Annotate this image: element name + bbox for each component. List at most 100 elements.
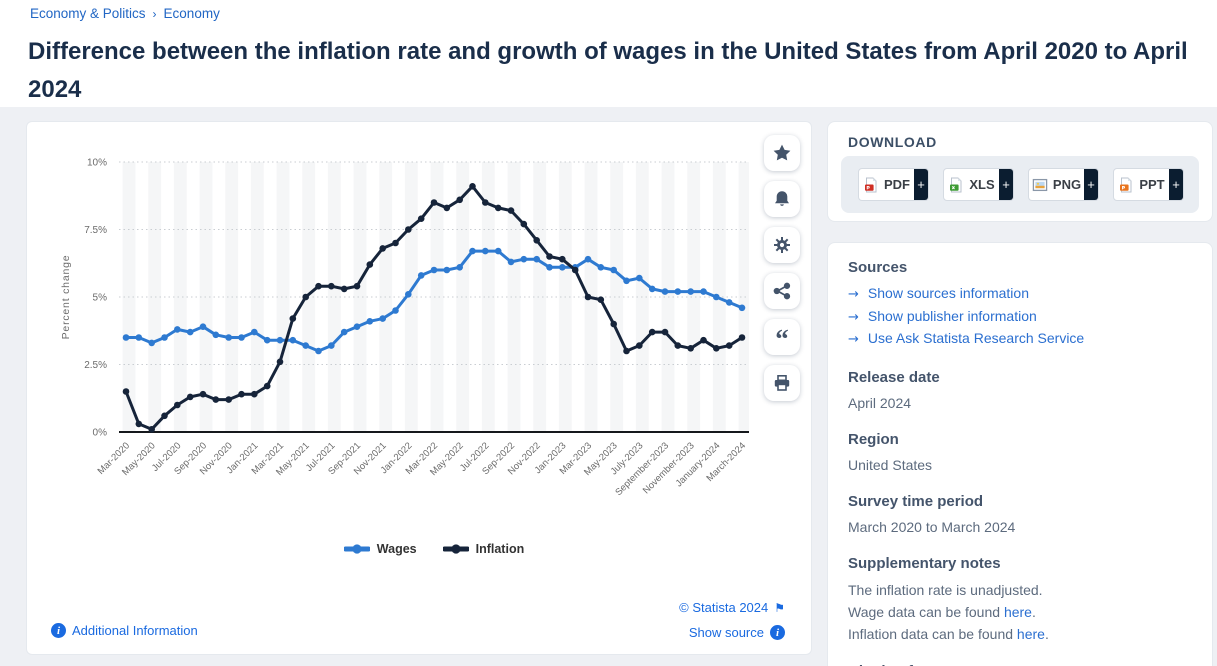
release-date-value: April 2024: [848, 394, 912, 411]
inflation-point: [546, 253, 553, 260]
wages-point: [251, 328, 258, 336]
wage-data-here-link[interactable]: here: [1003, 603, 1032, 620]
legend-label: Inflation: [475, 542, 525, 556]
wages-point: [520, 255, 528, 263]
show-source-link[interactable]: Show source i: [689, 625, 785, 640]
share-button[interactable]: [764, 273, 800, 309]
download-pdf-button[interactable]: PDF +: [858, 168, 929, 201]
inflation-point: [186, 393, 194, 401]
download-heading: DOWNLOAD: [848, 134, 937, 150]
flag-icon: ⚑: [774, 600, 785, 615]
breadcrumb-item-economy-politics[interactable]: Economy & Politics: [30, 6, 146, 21]
inflation-point: [430, 199, 438, 206]
legend-item-wages[interactable]: Wages: [343, 542, 417, 556]
wages-point: [199, 323, 207, 330]
notifications-bell-icon: [775, 191, 789, 206]
inflation-point: [174, 401, 181, 409]
inflation-point: [597, 296, 605, 303]
legend-item-inflation[interactable]: Inflation: [442, 542, 525, 556]
download-pdf-label: PDF: [859, 169, 914, 200]
download-png-label: PNG: [1029, 169, 1084, 200]
show-source-label: Show source: [688, 625, 764, 640]
wages-point: [353, 323, 361, 330]
wages-point: [366, 318, 374, 325]
download-png-button[interactable]: PNG +: [1028, 168, 1099, 201]
sources-link-use-ask-statista-research-service[interactable]: → Use Ask Statista Research Service: [848, 328, 1192, 351]
download-png-plus-button[interactable]: +: [1084, 169, 1098, 200]
wages-point: [546, 264, 553, 271]
inflation-point: [251, 390, 258, 398]
inflation-point: [687, 345, 694, 352]
download-xls-button[interactable]: XLS +: [943, 168, 1014, 201]
inflation-point: [276, 358, 284, 366]
inflation-point: [302, 293, 310, 301]
y-axis-label: 2.5%: [84, 360, 107, 371]
arrow-right-icon: →: [848, 332, 859, 347]
details-card: Sources → Show sources information → Show p…: [827, 242, 1213, 666]
sources-link-label: Use Ask Statista Research Service: [867, 330, 1085, 346]
inflation-point: [610, 320, 617, 328]
chart-toolbar: “: [764, 135, 800, 401]
download-ppt-button[interactable]: PPT +: [1113, 168, 1184, 201]
favorite-star-button[interactable]: [764, 135, 800, 171]
inflation-point: [161, 412, 168, 420]
arrow-right-icon: →: [848, 309, 859, 325]
wages-point: [456, 264, 464, 271]
inflation-point: [456, 196, 464, 204]
cite-quote-button[interactable]: “: [764, 319, 800, 355]
download-xls-plus-button[interactable]: +: [999, 169, 1013, 200]
inflation-series: [122, 183, 746, 433]
inflation-point: [725, 342, 733, 349]
inflation-point: [507, 207, 515, 214]
pdf-file-icon: [865, 177, 877, 192]
download-card: DOWNLOAD PDF + XLS + PNG + PPT +: [827, 121, 1213, 222]
wages-point: [148, 339, 155, 347]
survey-period-value: March 2020 to March 2024: [848, 518, 1016, 535]
wages-point: [584, 255, 592, 263]
info-icon: i: [770, 625, 785, 640]
inflation-point: [328, 282, 335, 290]
region-value: United States: [848, 456, 933, 473]
additional-information-link[interactable]: i Additional Information: [51, 623, 198, 638]
inflation-point: [648, 328, 656, 336]
inflation-point: [199, 390, 207, 398]
notifications-bell-button[interactable]: [764, 181, 800, 217]
wages-point: [623, 277, 630, 285]
inflation-point: [405, 226, 412, 233]
sources-link-label: Show publisher information: [867, 307, 1037, 324]
svg-text:“: “: [775, 327, 789, 347]
breadcrumb-item-economy[interactable]: Economy: [163, 6, 220, 21]
inflation-point: [238, 390, 245, 398]
wages-point: [186, 328, 194, 336]
settings-gear-button[interactable]: [764, 227, 800, 263]
png-image-icon: [1032, 178, 1048, 191]
wages-point: [315, 347, 322, 355]
page-title: Difference between the inflation rate an…: [28, 38, 1188, 103]
inflation-point: [494, 204, 502, 212]
print-button[interactable]: [764, 365, 800, 401]
print-icon: [774, 374, 790, 391]
wages-point: [533, 255, 540, 263]
sources-link-show-sources-information[interactable]: → Show sources information: [848, 283, 1192, 306]
wages-point: [174, 326, 181, 333]
chart-card: 0% 2.5% 5% 7.5% 10% Percent change Mar-2020 May…: [26, 121, 812, 655]
citation-formats-heading: Citation formats: [848, 663, 1192, 666]
inflation-data-here-link[interactable]: here: [1016, 625, 1045, 642]
wages-point: [674, 288, 682, 295]
info-icon: i: [51, 623, 66, 638]
inflation-point: [520, 220, 528, 228]
sources-link-show-publisher-information[interactable]: → Show publisher information: [848, 306, 1192, 329]
inflation-point: [135, 420, 143, 428]
chart-legend: Wages Inflation: [119, 542, 749, 556]
inflation-point: [417, 215, 425, 222]
copyright-label: © Statista 2024: [679, 600, 769, 615]
inflation-point: [584, 293, 592, 301]
wages-point: [443, 266, 451, 274]
download-ppt-plus-button[interactable]: +: [1169, 169, 1183, 200]
download-pdf-plus-button[interactable]: +: [914, 169, 928, 200]
inflation-point: [225, 396, 232, 403]
inflation-point: [559, 255, 566, 263]
line-chart[interactable]: 0%2.5%5%7.5%10%Percent changeMar-2020May…: [27, 122, 813, 520]
supplementary-notes: The inflation rate is unadjusted. Wage da…: [848, 579, 1192, 645]
